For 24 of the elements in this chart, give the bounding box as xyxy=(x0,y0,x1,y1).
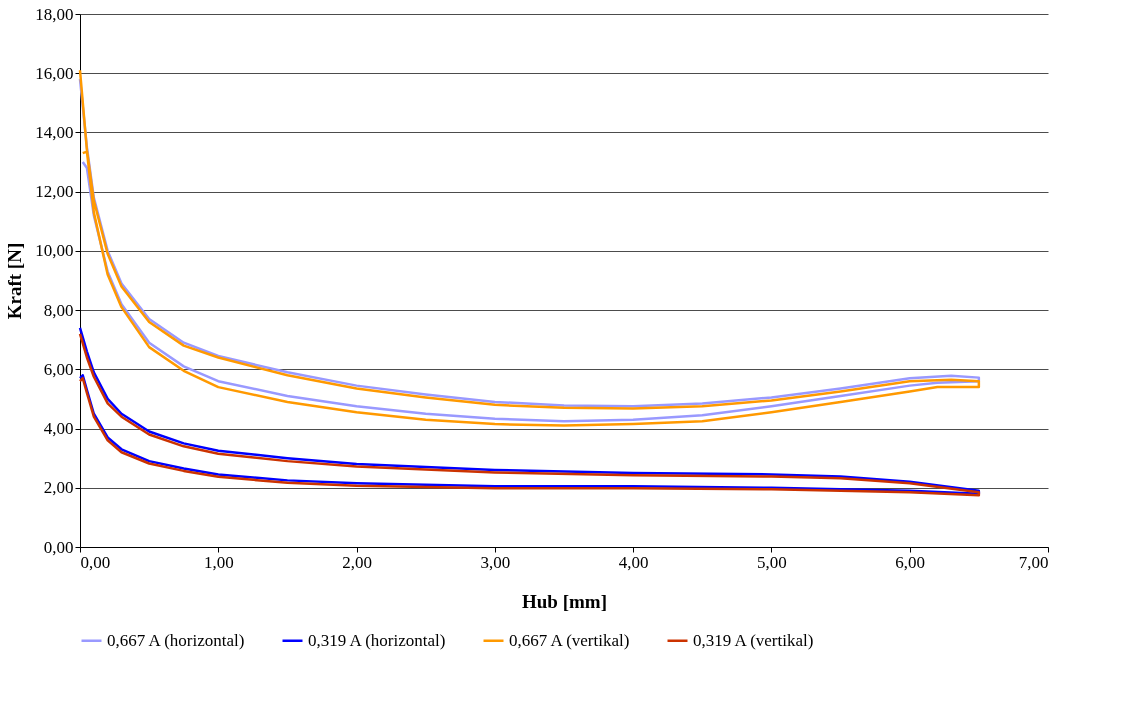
legend-label: 0,667 A (horizontal) xyxy=(107,630,245,650)
x-tick-label: 3,00 xyxy=(480,552,511,572)
y-axis-title: Kraft [N] xyxy=(4,242,26,320)
y-tick-label: 6,00 xyxy=(43,359,74,379)
legend-label: 0,667 A (vertikal) xyxy=(509,630,630,650)
x-tick-label: 6,00 xyxy=(895,552,926,572)
x-tick-label: 2,00 xyxy=(342,552,372,572)
legend-label: 0,319 A (horizontal) xyxy=(308,630,446,650)
y-tick-label: 8,00 xyxy=(43,300,74,320)
y-tick-label: 0,00 xyxy=(43,537,74,557)
legend-label: 0,319 A (vertikal) xyxy=(693,630,814,650)
y-tick-label: 18,00 xyxy=(35,4,74,24)
x-tick-label: 1,00 xyxy=(203,552,234,572)
x-tick-label: 4,00 xyxy=(618,552,649,572)
y-tick-label: 12,00 xyxy=(35,182,74,202)
y-tick-label: 14,00 xyxy=(35,122,74,142)
y-tick-label: 10,00 xyxy=(35,241,74,261)
x-tick-label: 7,00 xyxy=(1018,552,1049,572)
y-tick-label: 4,00 xyxy=(43,419,74,439)
x-axis-title: Hub [mm] xyxy=(522,590,607,612)
x-tick-label: 0,00 xyxy=(80,552,111,572)
y-tick-label: 2,00 xyxy=(43,478,74,498)
x-tick-label: 5,00 xyxy=(757,552,787,572)
y-tick-label: 16,00 xyxy=(35,63,74,83)
